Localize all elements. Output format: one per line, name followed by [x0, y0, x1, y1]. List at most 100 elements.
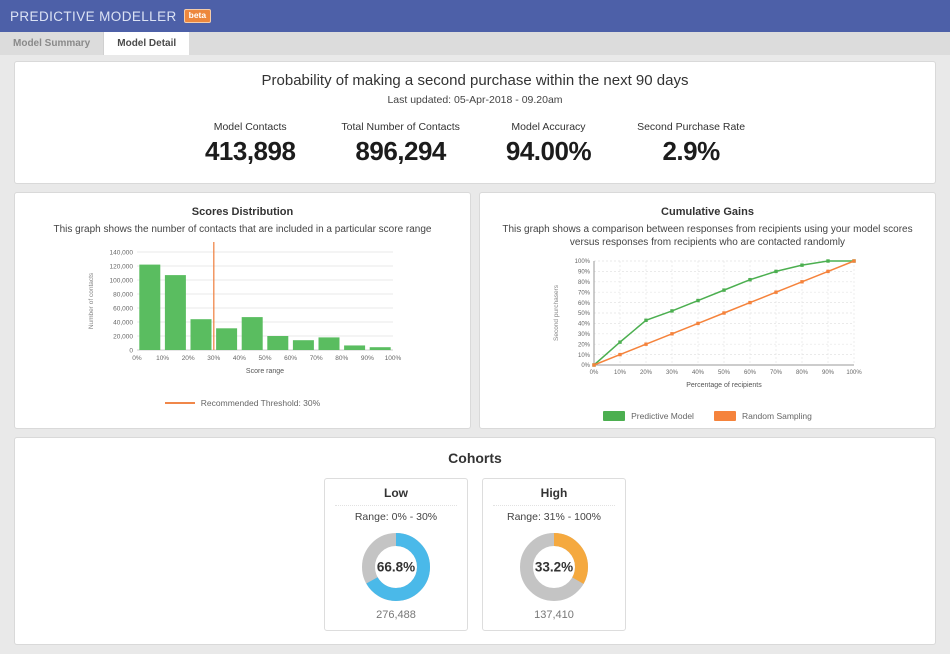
svg-text:100,000: 100,000: [109, 277, 133, 284]
cohort-card-low: Low Range: 0% - 30% 66.8% 276,488: [324, 478, 468, 631]
svg-text:Number of contacts: Number of contacts: [88, 272, 95, 329]
cohorts-title: Cohorts: [448, 450, 502, 466]
svg-text:100%: 100%: [384, 355, 401, 362]
svg-text:60%: 60%: [284, 355, 297, 362]
main-content: Probability of making a second purchase …: [0, 55, 950, 654]
random-sampling-swatch: [713, 411, 736, 421]
stat-model-accuracy: Model Accuracy 94.00%: [505, 121, 592, 167]
tab-model-summary[interactable]: Model Summary: [0, 32, 105, 55]
svg-text:120,000: 120,000: [109, 263, 133, 270]
svg-text:70%: 70%: [769, 370, 782, 376]
svg-text:80%: 80%: [795, 370, 808, 376]
stat-total-contacts: Total Number of Contacts 896,294: [341, 121, 459, 167]
stat-value: 2.9%: [662, 136, 720, 166]
cohort-value: 276,488: [376, 609, 416, 621]
svg-text:Percentage of recipients: Percentage of recipients: [686, 382, 762, 389]
page-title: Probability of making a second purchase …: [261, 72, 689, 89]
svg-text:90%: 90%: [577, 270, 590, 276]
svg-text:60%: 60%: [577, 301, 590, 307]
series-legend: Predictive Model Random Sampling: [480, 411, 935, 421]
divider: [493, 505, 615, 506]
svg-text:50%: 50%: [577, 311, 590, 317]
svg-text:70%: 70%: [577, 290, 590, 296]
cohorts-panel: Cohorts Low Range: 0% - 30% 66.8% 276,48…: [14, 437, 936, 645]
svg-text:Score range: Score range: [245, 368, 283, 375]
svg-text:40%: 40%: [232, 355, 245, 362]
svg-text:90%: 90%: [821, 370, 834, 376]
line-chart-svg: 0%0% 10% 10% 20% 20% 30% 30% 40% 40% 50% 50% 60% 60%…: [553, 259, 862, 389]
svg-text:20%: 20%: [577, 342, 590, 348]
svg-text:40%: 40%: [577, 322, 590, 328]
cohort-cards: Low Range: 0% - 30% 66.8% 276,488 High R…: [15, 478, 935, 631]
app-title: PREDICTIVE MODELLER: [10, 8, 177, 24]
cohort-range: Range: 0% - 30%: [354, 511, 438, 523]
app-header: PREDICTIVE MODELLER beta: [0, 0, 950, 32]
divider: [335, 505, 457, 506]
threshold-line-swatch: [164, 402, 195, 404]
svg-text:0%: 0%: [132, 355, 142, 362]
svg-text:40%: 40%: [691, 370, 704, 376]
stat-label: Total Number of Contacts: [341, 121, 460, 133]
svg-text:140,000: 140,000: [109, 249, 133, 256]
cumulative-gains-title: Cumulative Gains: [661, 206, 754, 218]
threshold-legend: Recommended Threshold: 30%: [15, 398, 470, 408]
predictive-model-swatch: [603, 411, 626, 421]
svg-text:90%: 90%: [360, 355, 373, 362]
summary-panel: Probability of making a second purchase …: [14, 61, 936, 184]
cohort-value: 137,410: [534, 609, 574, 621]
stat-label: Model Contacts: [213, 121, 287, 133]
svg-text:Second purchasers: Second purchasers: [553, 284, 560, 341]
cohort-range: Range: 31% - 100%: [507, 511, 601, 523]
tab-bar: Model Summary Model Detail: [0, 32, 950, 55]
svg-text:60%: 60%: [743, 370, 756, 376]
svg-text:10%: 10%: [156, 355, 169, 362]
svg-text:100%: 100%: [574, 259, 590, 265]
svg-text:10%: 10%: [577, 353, 590, 359]
svg-text:66.8%: 66.8%: [377, 560, 415, 575]
svg-text:50%: 50%: [258, 355, 271, 362]
cohort-name: Low: [384, 486, 408, 500]
svg-text:80,000: 80,000: [113, 291, 133, 298]
cohort-name: High: [540, 486, 568, 500]
tab-model-detail[interactable]: Model Detail: [104, 32, 190, 55]
svg-text:100%: 100%: [846, 370, 862, 376]
stat-label: Second Purchase Rate: [637, 121, 746, 133]
cumulative-gains-subtitle: This graph shows a comparison between re…: [502, 224, 913, 248]
svg-text:60,000: 60,000: [113, 305, 133, 312]
svg-text:20%: 20%: [639, 370, 652, 376]
cohort-card-high: High Range: 31% - 100% 33.2% 137,410: [482, 478, 626, 631]
scores-distribution-panel: Scores Distribution This graph shows the…: [14, 192, 471, 429]
last-updated: Last updated: 05-Apr-2018 - 09.20am: [387, 94, 563, 106]
scores-distribution-subtitle: This graph shows the number of contacts …: [53, 224, 432, 235]
svg-text:30%: 30%: [207, 355, 220, 362]
svg-text:80%: 80%: [335, 355, 348, 362]
svg-text:33.2%: 33.2%: [535, 560, 573, 575]
svg-text:50%: 50%: [717, 370, 730, 376]
bar-chart-svg: 0 20,000 40,000 60,000 80,000 100,000 120,000 1…: [88, 242, 401, 375]
svg-text:30%: 30%: [577, 332, 590, 338]
low-cohort-donut: 66.8%: [357, 528, 435, 606]
threshold-legend-label: Recommended Threshold: 30%: [200, 398, 321, 408]
svg-text:70%: 70%: [309, 355, 322, 362]
stat-value: 94.00%: [505, 136, 592, 166]
svg-text:40,000: 40,000: [113, 319, 133, 326]
stat-label: Model Accuracy: [511, 121, 586, 133]
stat-value: 413,898: [204, 136, 296, 166]
stat-value: 896,294: [355, 136, 446, 166]
stat-second-purchase-rate: Second Purchase Rate 2.9%: [637, 121, 745, 167]
scores-distribution-title: Scores Distribution: [191, 206, 294, 218]
high-cohort-donut: 33.2%: [515, 528, 593, 606]
svg-text:0: 0: [129, 347, 133, 354]
stats-row: Model Contacts 413,898 Total Number of C…: [15, 121, 935, 167]
svg-text:20%: 20%: [181, 355, 194, 362]
svg-text:80%: 80%: [577, 280, 590, 286]
cumulative-gains-chart: 0% 0% 10% 10% 20% 20% 30% 30% 40% 40% 50% 50% 60% 60%…: [480, 253, 935, 411]
random-sampling-label: Random Sampling: [741, 411, 812, 421]
predictive-model-label: Predictive Model: [631, 411, 694, 421]
svg-text:0%: 0%: [589, 370, 598, 376]
charts-row: Scores Distribution This graph shows the…: [14, 192, 936, 429]
svg-text:10%: 10%: [613, 370, 626, 376]
svg-text:20,000: 20,000: [113, 333, 133, 340]
svg-text:30%: 30%: [665, 370, 678, 376]
